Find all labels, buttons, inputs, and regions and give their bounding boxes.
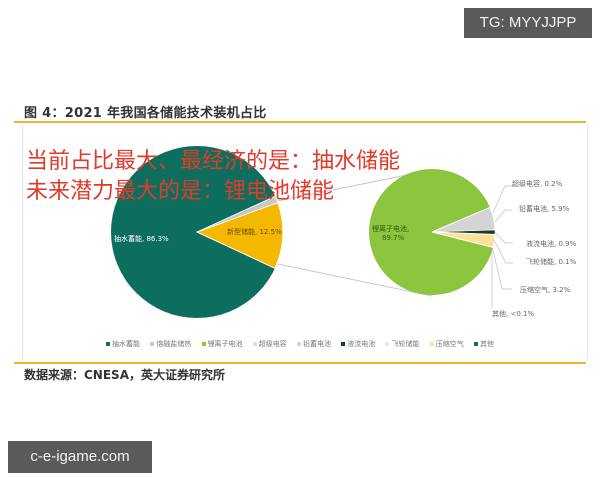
legend-swatch <box>385 342 390 346</box>
label-compressed-air: 压缩空气, 3.2% <box>520 286 571 294</box>
label-other: 其他, <0.1% <box>492 310 535 318</box>
legend-item: 熔融盐储热 <box>150 339 191 349</box>
site-watermark: c-e-igame.com <box>8 441 152 473</box>
annotation-line-2: 未来潜力最大的是：锂电池储能 <box>26 179 335 204</box>
tg-watermark: TG: MYYJJPP <box>464 8 592 38</box>
label-li-ion-value: 89.7% <box>382 234 405 242</box>
top-rule <box>14 121 586 123</box>
label-lead-acid: 铅蓄电池, 5.9% <box>519 205 570 213</box>
figure-title: 图 4：2021 年我国各储能技术装机占比 <box>24 106 267 121</box>
annotation-line-1: 当前占比最大、最经济的是：抽水储能 <box>26 149 401 174</box>
legend-item: 飞轮储能 <box>385 339 419 349</box>
slice-new-storage <box>195 201 284 269</box>
chart-legend: 抽水蓄能 熔融盐储热 锂离子电池 超级电容 铅蓄电池 液流电池 飞轮储能 压缩空… <box>0 339 600 349</box>
legend-swatch <box>297 342 301 346</box>
slice-molten-salt <box>196 195 279 233</box>
label-new-storage: 新型储能, 12.5% <box>227 228 282 236</box>
right-pie <box>369 169 515 308</box>
legend-item: 锂离子电池 <box>201 339 243 349</box>
legend-swatch <box>201 342 206 346</box>
label-flow: 液流电池, 0.9% <box>526 240 577 248</box>
legend-item: 抽水蓄能 <box>106 339 140 349</box>
legend-swatch <box>341 342 346 346</box>
legend-item: 其他 <box>473 339 494 349</box>
bottom-rule <box>14 362 586 364</box>
legend-item: 铅蓄电池 <box>297 339 331 349</box>
left-pie <box>111 146 284 318</box>
legend-swatch <box>106 342 111 346</box>
label-li-ion: 锂离子电池, <box>372 225 410 233</box>
chart-panel <box>22 124 588 361</box>
legend-item: 超级电容 <box>252 339 287 349</box>
legend-swatch <box>150 342 155 346</box>
label-flywheel: 飞轮储能, 0.1% <box>526 258 577 266</box>
legend-item: 液流电池 <box>341 339 375 349</box>
legend-item: 压缩空气 <box>429 339 464 349</box>
data-source: 数据来源：CNESA，英大证券研究所 <box>24 368 225 382</box>
legend-swatch <box>252 342 257 346</box>
label-pumped-hydro: 抽水蓄能, 86.3% <box>114 235 169 243</box>
connector-line-bottom <box>272 262 433 297</box>
legend-swatch <box>473 342 478 346</box>
legend-swatch <box>429 342 434 346</box>
label-supercap: 超级电容, 0.2% <box>512 180 563 188</box>
